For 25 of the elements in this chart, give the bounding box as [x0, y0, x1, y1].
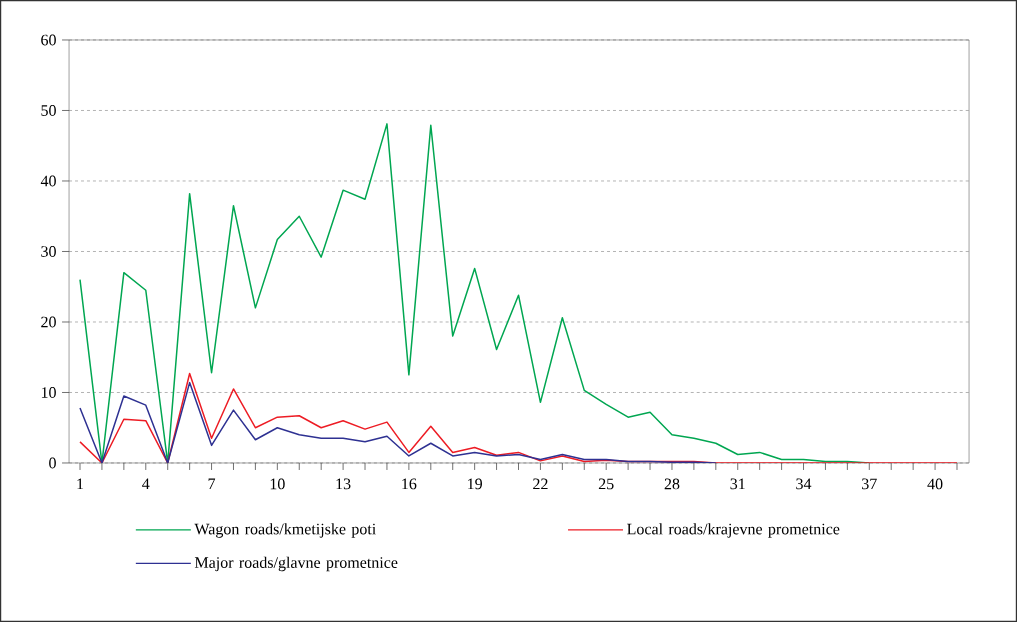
x-tick-label: 19: [468, 478, 482, 490]
x-tick-label: 7: [208, 478, 216, 489]
y-tick-label: 20: [41, 316, 56, 328]
x-tick-label: 16: [402, 478, 417, 490]
y-tick-label: 0: [49, 457, 56, 469]
x-tick-label: 10: [270, 478, 285, 490]
x-tick-label: 40: [927, 478, 943, 490]
x-tick-label: 37: [862, 478, 877, 490]
x-tick-label: 31: [730, 478, 745, 490]
y-tick-label: 10: [41, 387, 56, 398]
y-tick-label: 50: [41, 105, 56, 116]
y-tick-label: 40: [40, 175, 56, 187]
x-tick-label: 25: [598, 478, 614, 490]
legend-label: Major roads/glavne prometnice: [194, 556, 398, 572]
line-series: [79, 381, 717, 463]
y-tick-label: 60: [41, 34, 56, 46]
x-tick-label: 28: [664, 478, 680, 490]
x-tick-label: 22: [533, 478, 548, 490]
y-tick-label: 30: [41, 246, 56, 257]
x-tick-label: 4: [142, 478, 150, 490]
x-tick-label: 34: [796, 478, 812, 490]
x-tick-label: 13: [336, 478, 351, 490]
legend-label: Local roads/krajevne prometnice: [627, 523, 840, 538]
x-tick-label: 1: [77, 478, 84, 490]
legend-label: Wagon roads/kmetijske poti: [194, 523, 376, 538]
